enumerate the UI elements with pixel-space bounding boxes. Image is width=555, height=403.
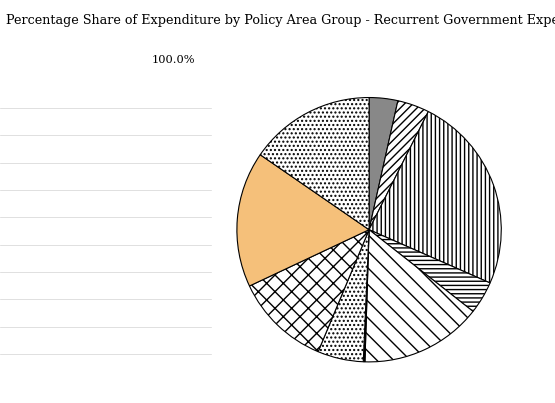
Wedge shape [260, 98, 369, 230]
Wedge shape [365, 230, 473, 362]
Wedge shape [364, 230, 369, 362]
Wedge shape [237, 155, 369, 286]
Wedge shape [249, 230, 369, 352]
Wedge shape [369, 98, 398, 230]
Text: 100.0%: 100.0% [152, 55, 195, 65]
Wedge shape [318, 230, 369, 362]
Wedge shape [369, 112, 501, 283]
Wedge shape [369, 101, 428, 230]
Wedge shape [369, 230, 490, 312]
Text: Percentage Share of Expenditure by Policy Area Group - Recurrent Government Expe: Percentage Share of Expenditure by Polic… [6, 14, 555, 27]
